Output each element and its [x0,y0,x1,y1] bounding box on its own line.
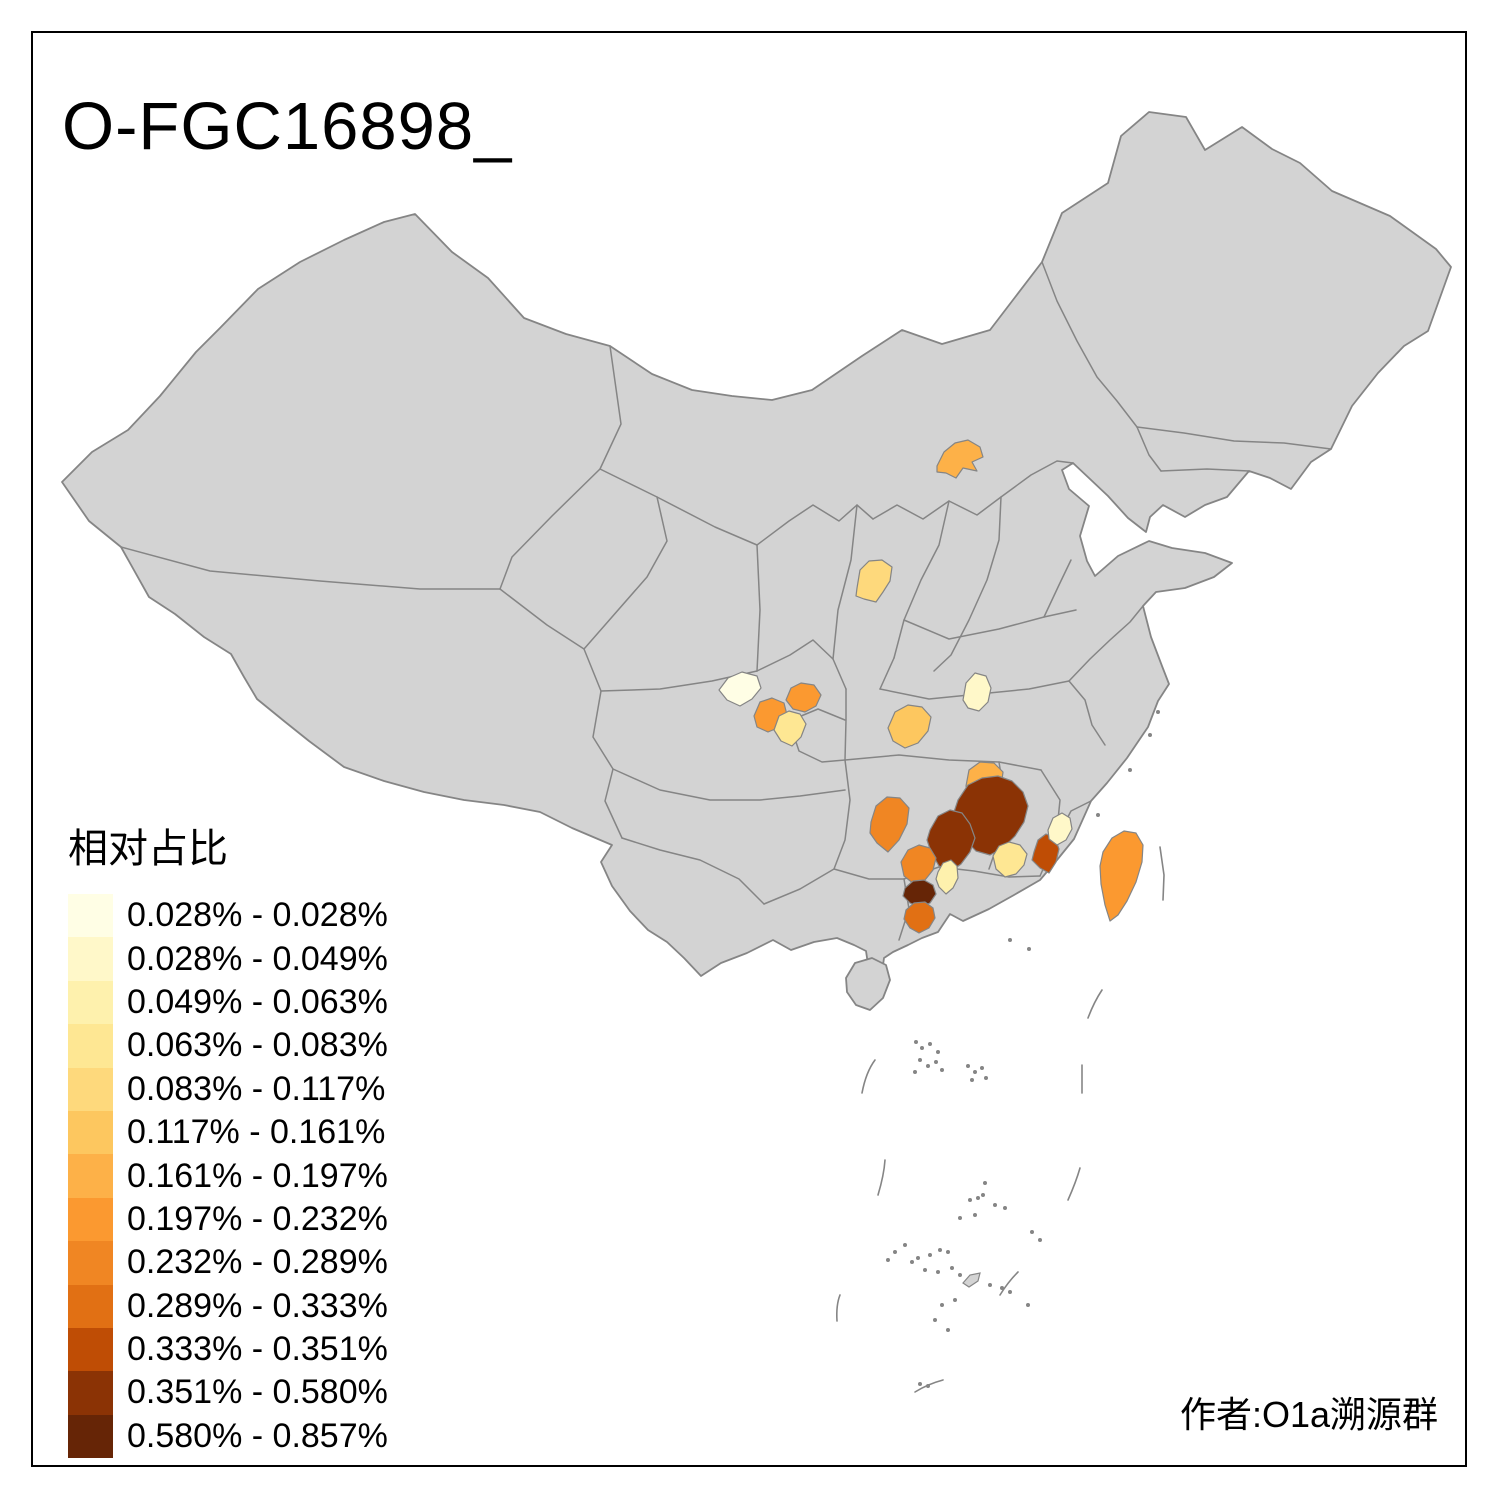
legend-swatch [68,1067,113,1111]
hainan-island [845,957,891,1011]
region-east-chongqing [887,704,932,749]
legend-swatch [68,1414,113,1459]
legend-row: 0.049% - 0.063% [68,980,388,1025]
sea-boundary-dashes [836,846,1165,1393]
legend-swatch [68,1154,113,1198]
legend-row: 0.083% - 0.117% [68,1067,388,1111]
page-title: O-FGC16898_ [62,89,513,164]
region-meizhou [1031,833,1060,874]
region-chaoshan-coast [1047,812,1073,846]
region-south-sichuan [773,710,807,747]
legend-title: 相对占比 [68,827,228,871]
legend-swatch [68,894,113,938]
legend-row: 0.028% - 0.049% [68,937,388,981]
legend-label: 0.197% - 0.232% [127,1199,388,1238]
legend-label: 0.289% - 0.333% [127,1286,388,1325]
sea-islands [886,710,1160,1388]
region-coastal-dot [920,922,928,930]
legend-row: 0.580% - 0.857% [68,1414,388,1459]
legend-row: 0.197% - 0.232% [68,1197,388,1242]
legend-label: 0.161% - 0.197% [127,1156,388,1195]
legend-row: 0.289% - 0.333% [68,1284,388,1328]
sea-island-itu-aba [962,1272,981,1288]
legend: 相对占比 0.028% - 0.028% 0.028% - 0.049% 0.0… [68,816,388,1459]
legend-swatch [68,1371,113,1415]
legend-swatch [68,937,113,981]
region-north-shaanxi [855,559,893,603]
region-west-guangdong [902,879,937,908]
legend-row: 0.028% - 0.028% [68,894,388,938]
legend-row: 0.351% - 0.580% [68,1371,388,1415]
legend-label: 0.117% - 0.161% [127,1113,386,1152]
legend-row: 0.161% - 0.197% [68,1154,388,1198]
region-east-guangdong [992,841,1028,878]
legend-label: 0.028% - 0.028% [127,896,388,935]
legend-swatch [68,1327,113,1372]
region-guangzhou [935,859,959,895]
legend-label: 0.028% - 0.049% [127,939,388,978]
legend-swatch [68,1197,113,1242]
legend-swatch [68,1024,113,1068]
legend-label: 0.351% - 0.580% [127,1373,388,1412]
legend-label: 0.580% - 0.857% [127,1416,388,1455]
region-north-guangdong [900,844,937,885]
legend-swatch [68,980,113,1025]
legend-label: 0.232% - 0.289% [127,1243,388,1282]
legend-label: 0.083% - 0.117% [127,1069,386,1108]
legend-label: 0.063% - 0.083% [127,1026,388,1065]
legend-row: 0.333% - 0.351% [68,1327,388,1372]
region-north-sichuan [718,671,762,707]
legend-swatch [68,1241,113,1285]
legend-row: 0.232% - 0.289% [68,1241,388,1285]
legend-row: 0.063% - 0.083% [68,1024,388,1068]
legend-swatch [68,1110,113,1155]
legend-label: 0.333% - 0.351% [127,1330,388,1369]
region-taiwan [1099,830,1144,922]
legend-label: 0.049% - 0.063% [127,982,388,1021]
legend-row: 0.117% - 0.161% [68,1110,388,1155]
region-central-hunan [869,796,910,853]
region-northeast-sichuan [785,682,822,713]
region-northwest-hubei [962,672,992,712]
legend-swatch [68,1284,113,1328]
region-north-hebei [936,439,984,479]
author-credit: 作者:O1a溯源群 [1180,1394,1439,1435]
choropleth-regions [718,439,1144,934]
